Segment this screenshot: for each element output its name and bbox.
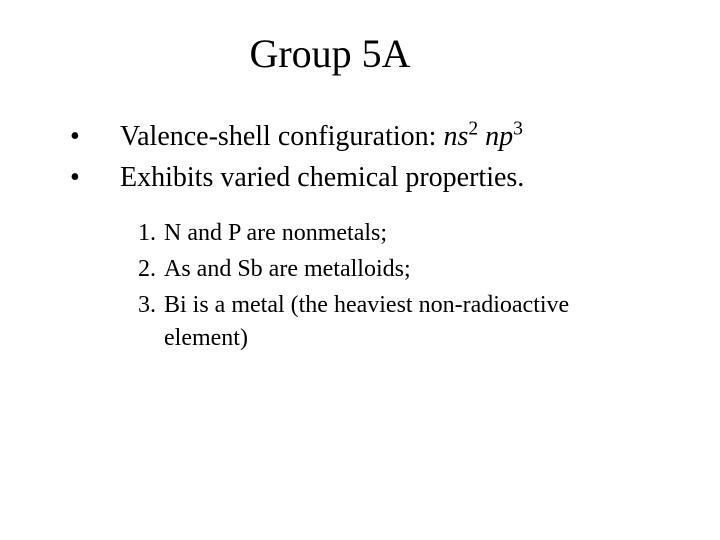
config-np-sup: 3 [513,119,523,140]
number-content: As and Sb are metalloids; [164,253,680,287]
numbered-item-1: 1. N and P are nonmetals; [128,217,680,251]
bullet-content: Valence-shell configuration: ns2 np3 [120,117,680,156]
bullet-list: • Valence-shell configuration: ns2 np3 •… [70,117,680,197]
number-content: Bi is a metal (the heaviest non-radioact… [164,289,680,356]
bullet-item-1: • Valence-shell configuration: ns2 np3 [70,117,680,156]
numbered-list: 1. N and P are nonmetals; 2. As and Sb a… [128,217,680,355]
numbered-item-3: 3. Bi is a metal (the heaviest non-radio… [128,289,680,356]
config-ns-sup: 2 [468,119,478,140]
number-marker: 3. [128,289,164,356]
number-content: N and P are nonmetals; [164,217,680,251]
number-marker: 2. [128,253,164,287]
bullet-item-2: • Exhibits varied chemical properties. [70,158,680,197]
number-marker: 1. [128,217,164,251]
bullet-marker: • [70,117,120,156]
slide-title: Group 5A [0,30,680,77]
config-np: np [478,121,513,152]
bullet-content: Exhibits varied chemical properties. [120,158,680,197]
bullet-marker: • [70,158,120,197]
config-ns: ns [443,121,468,152]
bullet-text-prefix: Valence-shell configuration: [120,121,443,152]
numbered-item-2: 2. As and Sb are metalloids; [128,253,680,287]
